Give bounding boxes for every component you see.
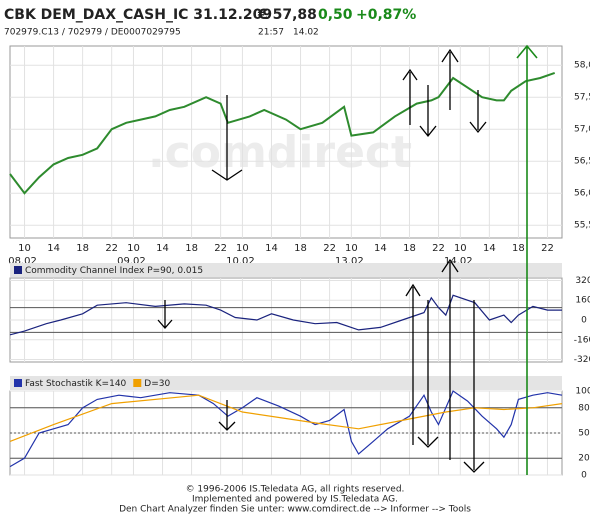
series-line — [9, 294, 562, 336]
date-label: 09.02 — [117, 256, 146, 267]
y-tick-label: 56,5 — [574, 157, 590, 167]
y-tick-label: 80 — [578, 403, 590, 413]
arrow — [405, 283, 421, 445]
time: 21:57 — [258, 28, 284, 38]
arrow — [218, 400, 236, 431]
change: 0,50 — [318, 7, 353, 23]
date-label: 14.02 — [444, 256, 473, 267]
y-tick-label: -160 — [574, 335, 590, 345]
arrow — [516, 44, 538, 475]
legend-label: Commodity Channel Index P=90, 0.015 — [25, 266, 203, 276]
arrow — [441, 258, 459, 460]
panel-title-bar — [10, 376, 562, 390]
series-line — [9, 394, 563, 442]
x-tick-label: 22 — [214, 243, 227, 254]
x-tick-label: 14 — [265, 243, 278, 254]
y-tick-label: -320 — [574, 355, 590, 365]
legend-label: D=30 — [144, 379, 170, 389]
x-tick-label: 10 — [18, 243, 31, 254]
arrow — [211, 95, 243, 181]
x-tick-label: 22 — [105, 243, 118, 254]
footer: © 1996-2006 IS.Teledata AG, all rights r… — [186, 485, 405, 495]
x-tick-label: 14 — [483, 243, 496, 254]
arrow — [157, 300, 173, 329]
series-line — [9, 71, 556, 195]
x-tick-label: 18 — [185, 243, 198, 254]
x-tick-label: 14 — [374, 243, 387, 254]
y-tick-label: 160 — [575, 296, 590, 306]
x-tick-label: 22 — [323, 243, 336, 254]
arrow — [417, 300, 439, 448]
arrow — [463, 300, 485, 473]
x-tick-label: 10 — [345, 243, 358, 254]
y-tick-label: 0 — [581, 316, 587, 326]
x-tick-label: 22 — [541, 243, 554, 254]
x-tick-label: 10 — [454, 243, 467, 254]
series-line — [9, 390, 563, 468]
date-label: 08.02 — [8, 256, 37, 267]
date-label: 10.02 — [226, 256, 255, 267]
x-tick-label: 18 — [294, 243, 307, 254]
y-tick-label: 58,0 — [574, 61, 590, 71]
x-tick-label: 22 — [432, 243, 445, 254]
footer: Den Chart Analyzer finden Sie unter: www… — [119, 505, 471, 515]
x-tick-label: 18 — [512, 243, 525, 254]
date-label: 13.02 — [335, 256, 364, 267]
arrow — [469, 90, 487, 134]
x-tick-label: 14 — [47, 243, 60, 254]
watermark: .comdirect — [148, 127, 412, 178]
y-tick-label: 320 — [575, 276, 590, 286]
ids: 702979.C13 / 702979 / DE0007029795 — [4, 28, 181, 38]
y-tick-label: 57,0 — [574, 125, 590, 135]
y-tick-label: 0 — [581, 471, 587, 481]
x-tick-label: 18 — [76, 243, 89, 254]
y-tick-label: 20 — [578, 454, 590, 464]
arrow — [419, 85, 437, 138]
panel-title-bar — [10, 263, 562, 277]
x-tick-label: 10 — [236, 243, 249, 254]
legend-label: Fast Stochastik K=140 — [25, 379, 127, 389]
x-tick-label: 10 — [127, 243, 140, 254]
plot-area — [9, 45, 563, 239]
legend-swatch — [14, 379, 22, 387]
y-tick-label: 56,0 — [574, 189, 590, 199]
annotations — [157, 44, 538, 475]
symbol: CBK DEM_DAX_CASH_IC 31.12.209 — [4, 7, 272, 23]
x-tick-label: 14 — [156, 243, 169, 254]
arrow — [402, 68, 418, 125]
date: 14.02 — [293, 28, 319, 38]
legend-swatch — [133, 379, 142, 387]
arrow — [441, 48, 459, 110]
y-tick-label: 55,5 — [574, 221, 590, 231]
y-tick-label: 57,5 — [574, 93, 590, 103]
change-pct: +0,87% — [356, 7, 416, 23]
legend-swatch — [14, 266, 22, 274]
x-tick-label: 18 — [403, 243, 416, 254]
footer: Implemented and powered by IS.Teledata A… — [192, 495, 398, 505]
y-tick-label: 50 — [578, 429, 590, 439]
y-tick-label: 100 — [575, 387, 590, 397]
price: € 57,88 — [257, 7, 317, 23]
